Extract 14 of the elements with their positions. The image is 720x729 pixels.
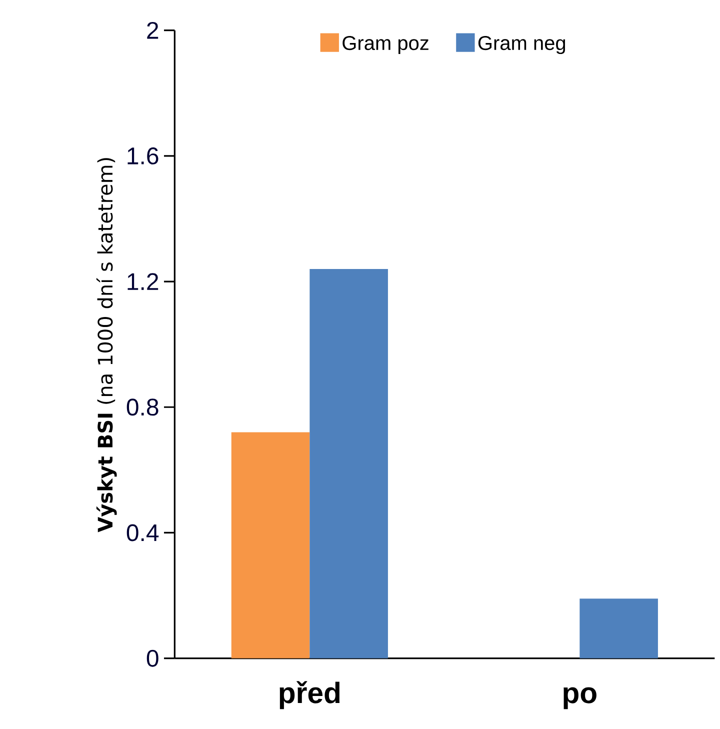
- bar: [580, 598, 658, 658]
- y-tick-label: 0.8: [126, 398, 158, 416]
- y-tick-label: 0: [146, 650, 158, 667]
- y-tick-label: 0.4: [126, 524, 159, 542]
- x-tick-label: před: [280, 681, 340, 710]
- x-tick-label: po: [564, 687, 596, 710]
- y-tick-label: 1.2: [128, 273, 158, 290]
- y-tick-label: 2: [147, 22, 158, 39]
- legend-label: Gram poz: [342, 36, 428, 54]
- bar: [231, 432, 310, 658]
- bar: [310, 268, 388, 658]
- y-axis-title: Výskyt BSI (na 1000 dní s katetrem): [96, 158, 117, 532]
- y-tick-label: 1.6: [128, 147, 158, 164]
- legend-label: Gram neg: [478, 36, 566, 54]
